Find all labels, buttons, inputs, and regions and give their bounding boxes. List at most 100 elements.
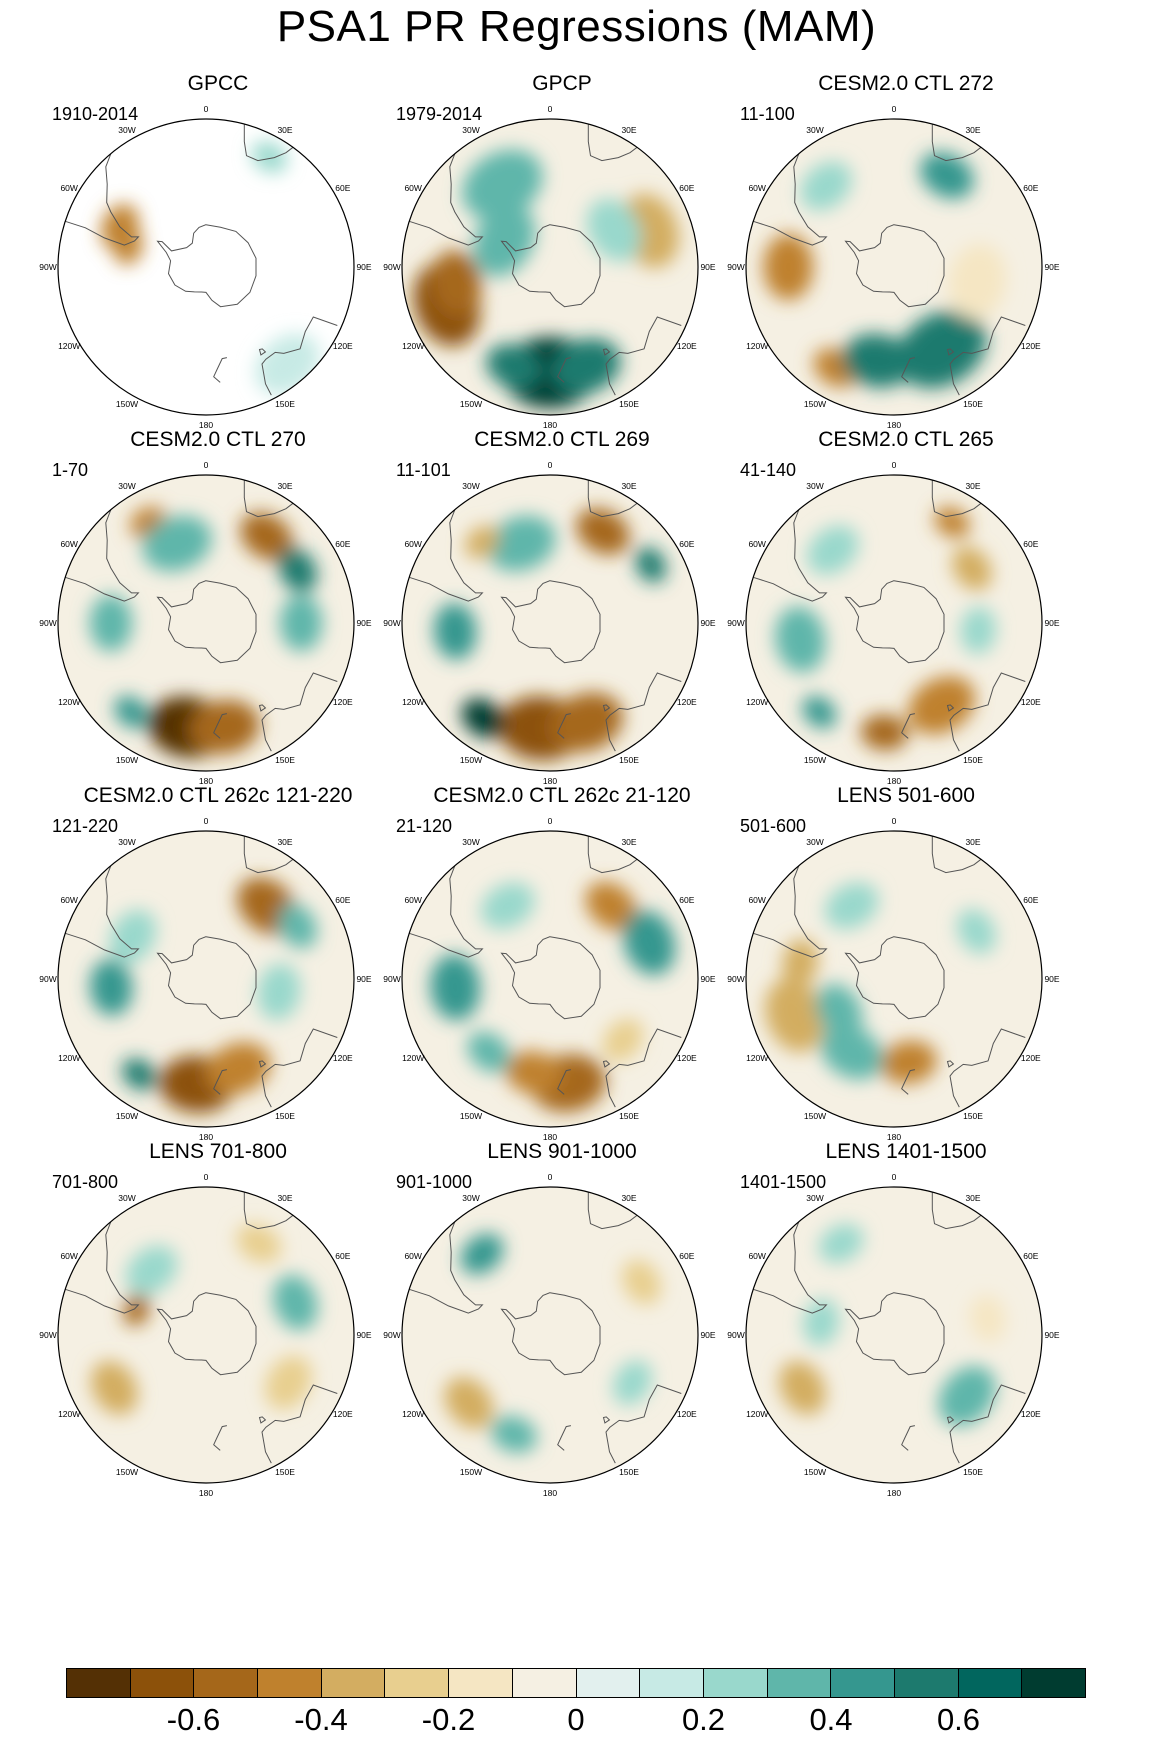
coastline [156,936,257,1020]
longitude-label: 120E [1021,341,1041,351]
polar-map: 0 30E 60E 90E 120E 150E 180 150W 120W 90W 60W 30W [727,460,1060,786]
regression-anomaly [142,515,212,572]
regression-anomaly [807,525,859,575]
longitude-label: 90W [727,1330,744,1340]
panel-period-label: 701-800 [52,1172,119,1192]
map-panel: CESM2.0 CTL 262c 21-120 0 30E 60E 90E 120E 150… [372,784,752,1179]
colorbar-tick-label: 0.2 [681,1702,726,1737]
map-panel: LENS 1401-1500 0 30E 60E 90E 120E 150E 180 150W 1… [716,1140,1096,1535]
field-layer [746,119,1042,415]
coastline [602,1060,611,1068]
regression-anomaly [576,508,630,555]
coastline [946,1416,955,1424]
field-layer [58,475,354,771]
longitude-label: 60W [60,183,77,193]
longitude-label: 120E [1021,697,1041,707]
longitude-label: 120E [677,697,697,707]
polar-map: 0 30E 60E 90E 120E 150E 180 150W 120W 90W 60W 30W [727,816,1060,1142]
map-panel: LENS 501-600 0 30E 60E 90E 120E 150E 180 150W 120… [716,784,1096,1179]
coastline [901,357,916,383]
regression-anomaly [612,1360,652,1405]
longitude-label: 30E [277,125,292,135]
longitude-label: 30W [462,125,479,135]
colorbar-tick-label: 0.6 [936,1702,981,1737]
colorbar-tick-label: 0.4 [809,1702,853,1737]
coastline [949,672,1026,752]
longitude-label: 60E [335,895,350,905]
coastline [409,509,484,602]
longitude-label: 150W [804,1467,826,1477]
map-border [745,1186,1043,1484]
map-panel: GPCC 0 30E 60E 90E 120E 150E 180 150W 120W 90W 60W 3… [28,72,408,467]
longitude-label: 30E [965,125,980,135]
longitude-label: 30E [277,837,292,847]
coastline [243,1192,294,1230]
longitude-label: 180 [887,1488,901,1498]
longitude-label: 150E [963,399,983,409]
regression-anomaly [444,1377,494,1429]
coastline [946,348,955,356]
longitude-label: 0 [892,460,897,470]
colorbar-segment [385,1669,450,1697]
regression-anomaly [109,909,157,964]
longitude-label: 150E [619,1111,639,1121]
colorbar-segment [831,1669,895,1697]
panel-title: GPCC [187,72,249,95]
coastline [261,672,338,752]
longitude-label: 0 [548,460,553,470]
longitude-label: 30W [806,481,823,491]
coastline [605,1384,682,1464]
coastline [65,1221,140,1314]
chart-title: PSA1 PR Regressions (MAM) [276,2,877,51]
regression-anomaly [273,1274,318,1331]
regression-anomaly [430,954,481,1021]
colorbar-tick-label: 0 [567,1702,585,1737]
longitude-label: 90E [356,1330,371,1340]
longitude-label: 120W [746,1409,768,1419]
panel-period-label: 121-220 [52,816,119,836]
colorbar-segment [894,1669,959,1697]
longitude-label: 30W [118,125,135,135]
panel-period-label: 1979-2014 [396,104,483,124]
coastline [605,672,682,752]
colorbar-segment [194,1669,259,1697]
longitude-label: 120W [746,697,768,707]
field-layer [58,1187,354,1483]
coastline [949,316,1026,396]
regression-anomaly [969,1294,1006,1343]
coastline [844,936,945,1020]
longitude-label: 60E [679,183,694,193]
longitude-label: 60E [1023,539,1038,549]
colorbar [66,1668,1086,1698]
colorbar-tick-label: -0.4 [294,1702,348,1737]
coastline [156,224,257,308]
regression-anomaly [635,547,667,583]
regression-anomaly [278,547,318,593]
coastline [931,1192,982,1230]
regression-anomaly [473,204,536,277]
map-panel: GPCP 0 30E 60E 90E 120E 150E 180 150W 120W 90W 60W 3… [372,72,752,467]
longitude-label: 30W [462,837,479,847]
longitude-label: 120E [1021,1409,1041,1419]
field-layer [746,1187,1042,1483]
map-border [745,474,1043,772]
longitude-label: 150E [963,1467,983,1477]
coastline [605,316,682,396]
coastline [931,480,982,518]
longitude-label: 60E [1023,895,1038,905]
regression-anomaly [257,963,301,1021]
longitude-label: 30E [621,837,636,847]
colorbar-segment [258,1669,322,1697]
coastline [213,713,228,739]
longitude-label: 180 [887,776,901,786]
regression-anomaly [189,700,260,755]
coastline [261,1384,338,1464]
longitude-label: 150W [116,1467,138,1477]
longitude-label: 30W [462,481,479,491]
panel-period-label: 1-70 [52,460,89,480]
regression-anomaly [251,141,288,173]
longitude-label: 60W [404,895,421,905]
polar-map: 0 30E 60E 90E 120E 150E 180 150W 120W 90W 60W 30W [383,1172,716,1498]
longitude-label: 150W [460,399,482,409]
longitude-label: 180 [887,420,901,430]
